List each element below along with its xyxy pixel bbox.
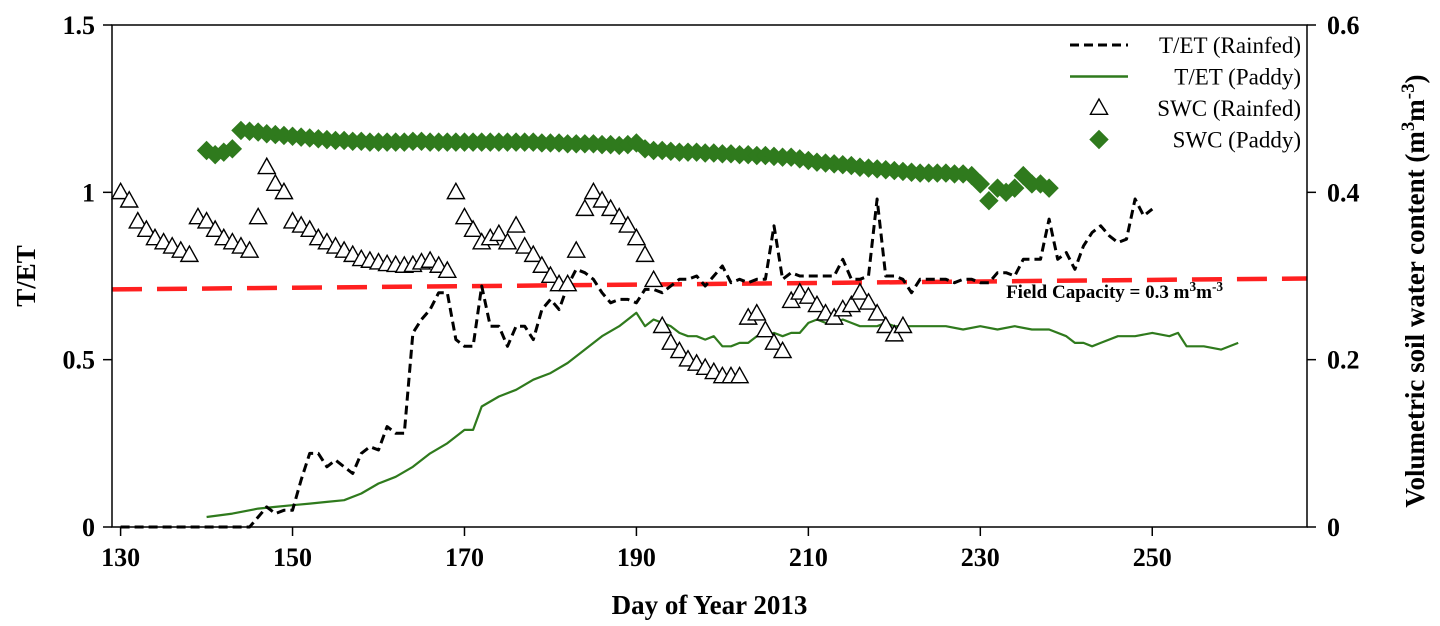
legend-label: SWC (Paddy) bbox=[1173, 128, 1301, 153]
point-swc-rainfed bbox=[575, 198, 595, 217]
point-swc-rainfed bbox=[196, 211, 217, 229]
point-swc-rainfed bbox=[514, 236, 535, 254]
point-swc-paddy bbox=[979, 190, 999, 211]
y-left-tick-label: 0 bbox=[82, 513, 95, 542]
point-swc-rainfed bbox=[652, 315, 672, 334]
point-swc-rainfed bbox=[248, 206, 268, 225]
y-right-tick-label: 0.6 bbox=[1327, 11, 1360, 40]
point-swc-rainfed bbox=[747, 303, 767, 321]
x-tick-label: 190 bbox=[617, 543, 656, 572]
point-swc-rainfed bbox=[592, 190, 612, 208]
point-swc-rainfed bbox=[875, 315, 896, 334]
point-swc-rainfed bbox=[136, 219, 157, 237]
point-swc-rainfed bbox=[841, 294, 862, 313]
point-swc-rainfed bbox=[489, 223, 509, 242]
point-swc-rainfed bbox=[446, 181, 466, 200]
point-swc-rainfed bbox=[669, 340, 690, 359]
y-right-tick-label: 0.2 bbox=[1327, 346, 1360, 375]
point-swc-rainfed bbox=[274, 181, 294, 200]
y-right-axis-title: Volumetric soil water content (m3m-3) bbox=[1398, 74, 1431, 507]
point-swc-paddy bbox=[970, 174, 991, 194]
point-swc-rainfed bbox=[110, 181, 131, 200]
point-swc-paddy bbox=[1039, 178, 1059, 198]
point-swc-rainfed bbox=[557, 273, 578, 292]
point-swc-rainfed bbox=[239, 240, 260, 258]
point-swc-rainfed bbox=[205, 219, 225, 237]
point-swc-rainfed bbox=[729, 365, 750, 384]
y-left-tick-label: 1 bbox=[82, 178, 95, 207]
legend-label: T/ET (Rainfed) bbox=[1159, 33, 1301, 58]
point-swc-rainfed bbox=[893, 315, 913, 334]
x-tick-label: 210 bbox=[789, 543, 828, 572]
legend-swatch-triangle bbox=[1089, 97, 1109, 116]
x-tick-label: 170 bbox=[445, 543, 484, 572]
y-left-tick-label: 0.5 bbox=[63, 346, 96, 375]
point-swc-rainfed bbox=[798, 286, 819, 304]
point-swc-rainfed bbox=[867, 303, 887, 321]
point-swc-rainfed bbox=[566, 240, 586, 258]
series-layer bbox=[110, 120, 1308, 529]
y-left-axis-title: T/ET bbox=[11, 245, 41, 307]
y-right-tick-label: 0 bbox=[1327, 513, 1340, 542]
point-swc-rainfed bbox=[850, 282, 870, 300]
point-swc-rainfed bbox=[506, 215, 526, 233]
point-swc-rainfed bbox=[437, 260, 458, 278]
point-swc-rainfed bbox=[540, 265, 561, 283]
point-swc-rainfed bbox=[635, 244, 655, 263]
point-swc-rainfed bbox=[532, 255, 552, 273]
x-tick-label: 150 bbox=[273, 543, 312, 572]
x-tick-label: 230 bbox=[961, 543, 1000, 572]
point-swc-rainfed bbox=[257, 156, 277, 175]
point-swc-rainfed bbox=[884, 324, 905, 342]
point-swc-rainfed bbox=[583, 181, 604, 200]
point-swc-rainfed bbox=[772, 340, 793, 359]
x-tick-label: 250 bbox=[1133, 543, 1172, 572]
legend: T/ET (Rainfed) T/ET (Paddy) SWC (Rainfed) S… bbox=[1070, 33, 1301, 153]
point-swc-rainfed bbox=[265, 173, 286, 191]
point-swc-rainfed bbox=[755, 319, 776, 338]
field-capacity-annotation: Field Capacity = 0.3 m3m-3 bbox=[1006, 279, 1223, 304]
series-line-t-et-paddy bbox=[206, 311, 1239, 519]
y-right-tick-label: 0.4 bbox=[1327, 178, 1360, 207]
series-line-t-et-rainfed bbox=[120, 197, 1154, 529]
point-swc-rainfed bbox=[824, 307, 844, 325]
point-swc-rainfed bbox=[497, 232, 518, 250]
point-swc-rainfed bbox=[179, 244, 200, 263]
point-swc-paddy bbox=[222, 139, 243, 159]
point-swc-rainfed bbox=[764, 332, 784, 350]
point-swc-rainfed bbox=[618, 215, 638, 233]
series-line-field-capacity bbox=[111, 276, 1308, 292]
point-swc-rainfed bbox=[609, 206, 629, 225]
point-swc-rainfed bbox=[807, 294, 827, 313]
legend-label: T/ET (Paddy) bbox=[1174, 65, 1301, 90]
point-swc-rainfed bbox=[781, 290, 801, 309]
plot-frame bbox=[111, 24, 1308, 528]
axes-layer: 130 150 170 190 210 230 250 0 0.5 1 1.5 0 0.2 0.4 0.6 D… bbox=[11, 11, 1430, 620]
x-tick-label: 130 bbox=[101, 543, 140, 572]
x-axis-title: Day of Year 2013 bbox=[612, 590, 808, 620]
point-swc-rainfed bbox=[600, 198, 621, 217]
point-swc-rainfed bbox=[523, 244, 544, 263]
point-swc-rainfed bbox=[858, 292, 879, 310]
point-swc-rainfed bbox=[661, 332, 681, 350]
y-left-tick-label: 1.5 bbox=[63, 11, 96, 40]
point-swc-rainfed bbox=[643, 269, 664, 288]
point-swc-rainfed bbox=[119, 190, 139, 208]
point-swc-rainfed bbox=[626, 227, 647, 246]
point-swc-rainfed bbox=[454, 206, 475, 225]
legend-label: SWC (Rainfed) bbox=[1157, 96, 1301, 121]
point-swc-rainfed bbox=[128, 211, 148, 229]
legend-swatch-diamond bbox=[1089, 129, 1109, 150]
point-swc-rainfed bbox=[463, 219, 483, 237]
point-swc-paddy bbox=[1004, 178, 1025, 198]
point-swc-rainfed bbox=[299, 219, 320, 237]
